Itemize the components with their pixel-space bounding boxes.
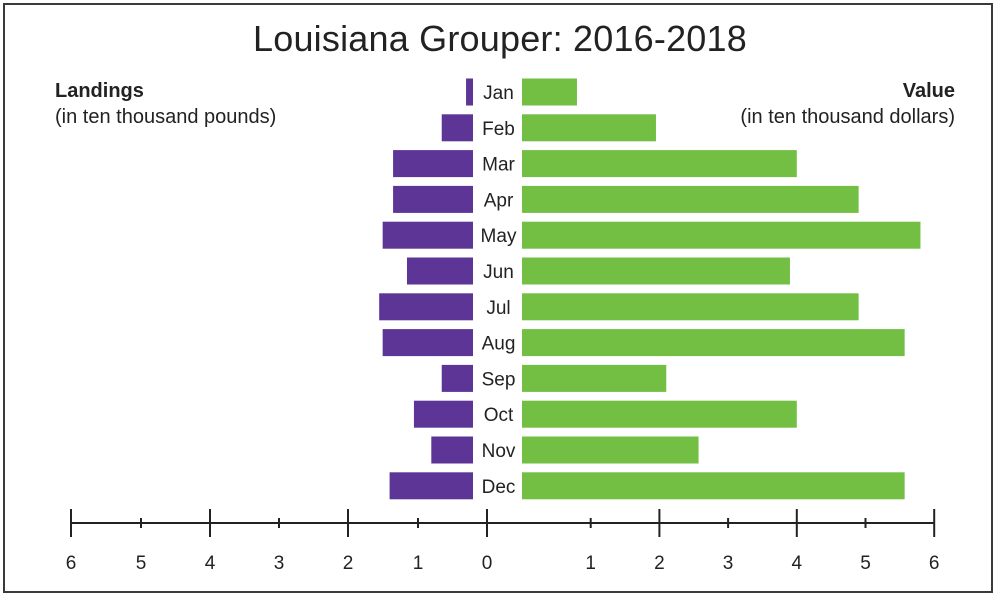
month-label-sep: Sep bbox=[482, 369, 516, 390]
landings-bar-sep bbox=[441, 364, 473, 392]
value-bar-sep bbox=[522, 364, 667, 392]
month-label-may: May bbox=[481, 226, 517, 247]
left-axis-label-block: Landings (in ten thousand pounds) bbox=[55, 78, 276, 130]
right-tick-label-1: 1 bbox=[585, 553, 596, 574]
landings-bar-jan bbox=[466, 78, 473, 106]
landings-bar-may bbox=[382, 221, 473, 249]
landings-bar-dec bbox=[389, 472, 473, 500]
month-label-mar: Mar bbox=[482, 155, 515, 176]
right-tick-label-6: 6 bbox=[929, 553, 940, 574]
value-bar-dec bbox=[522, 472, 905, 500]
landings-bar-jun bbox=[406, 257, 473, 285]
landings-bars bbox=[379, 78, 473, 500]
value-bar-may bbox=[522, 221, 921, 249]
value-bar-aug bbox=[522, 329, 905, 357]
right-tick-label-3: 3 bbox=[723, 553, 734, 574]
value-bar-feb bbox=[522, 114, 656, 142]
landings-bar-feb bbox=[441, 114, 473, 142]
month-label-jul: Jul bbox=[486, 298, 510, 319]
x-axis: 6 5 4 3 2 1 0 1 2 3 4 5 6 bbox=[66, 509, 940, 574]
left-axis-title: Landings bbox=[55, 80, 144, 102]
landings-bar-mar bbox=[393, 150, 473, 178]
left-axis-subtitle: (in ten thousand pounds) bbox=[55, 106, 277, 128]
left-tick-label-0: 0 bbox=[482, 553, 493, 574]
value-bar-oct bbox=[522, 400, 797, 428]
month-label-oct: Oct bbox=[484, 405, 514, 426]
right-tick-label-2: 2 bbox=[654, 553, 665, 574]
month-label-feb: Feb bbox=[482, 119, 515, 140]
month-label-nov: Nov bbox=[482, 441, 516, 462]
right-axis-title: Value bbox=[902, 80, 955, 102]
left-tick-label-6: 6 bbox=[66, 553, 77, 574]
value-bar-jan bbox=[522, 78, 577, 106]
value-bar-mar bbox=[522, 150, 797, 178]
value-bar-apr bbox=[522, 185, 859, 213]
chart-title: Louisiana Grouper: 2016-2018 bbox=[253, 18, 747, 59]
landings-bar-apr bbox=[393, 185, 473, 213]
value-bar-jun bbox=[522, 257, 790, 285]
month-label-jun: Jun bbox=[483, 262, 514, 283]
right-axis-subtitle: (in ten thousand dollars) bbox=[740, 106, 955, 128]
value-bar-jul bbox=[522, 293, 859, 321]
month-label-apr: Apr bbox=[484, 190, 514, 211]
landings-bar-aug bbox=[382, 329, 473, 357]
month-label-dec: Dec bbox=[482, 477, 516, 498]
value-bars bbox=[522, 78, 921, 500]
left-tick-label-1: 1 bbox=[413, 553, 424, 574]
left-tick-label-4: 4 bbox=[205, 553, 216, 574]
left-tick-label-2: 2 bbox=[343, 553, 354, 574]
right-tick-label-4: 4 bbox=[792, 553, 803, 574]
right-tick-label-5: 5 bbox=[860, 553, 871, 574]
landings-bar-oct bbox=[413, 400, 473, 428]
right-axis-label-block: Value (in ten thousand dollars) bbox=[740, 78, 955, 130]
value-bar-nov bbox=[522, 436, 699, 464]
month-label-aug: Aug bbox=[482, 334, 516, 355]
landings-bar-nov bbox=[431, 436, 473, 464]
left-tick-label-3: 3 bbox=[274, 553, 285, 574]
left-tick-label-5: 5 bbox=[136, 553, 147, 574]
landings-bar-jul bbox=[379, 293, 473, 321]
month-labels: Jan Feb Mar Apr May Jun Jul Aug Sep Oct Nov Dec bbox=[481, 83, 517, 498]
month-label-jan: Jan bbox=[483, 83, 514, 104]
